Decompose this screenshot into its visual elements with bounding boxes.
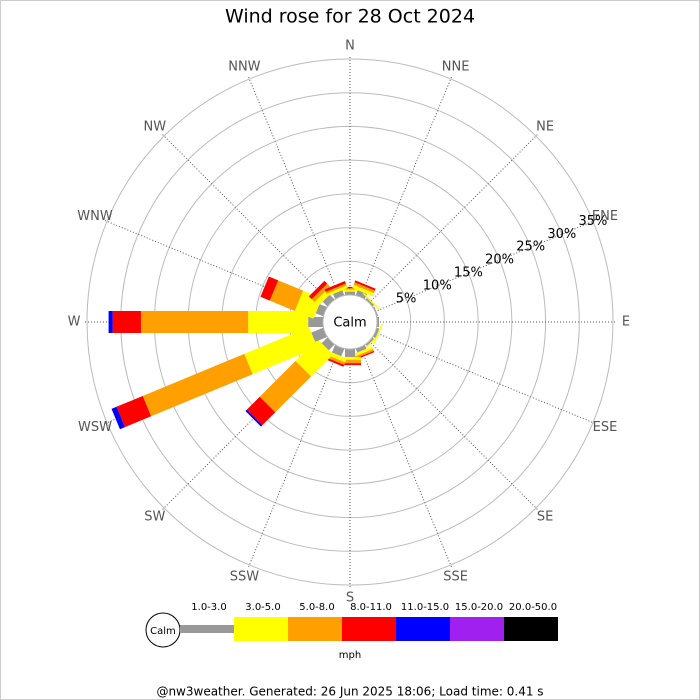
bar-segment [246,396,276,426]
calm-circle [322,294,378,350]
legend-swatch [288,617,342,641]
direction-label: W [68,315,81,330]
legend-swatch [234,617,288,641]
bar-segment [352,348,374,360]
bar-segment [142,353,253,417]
r-tick-label: 35% [579,214,608,229]
bar-segment [269,280,304,311]
bar-segment [345,291,355,295]
direction-label: S [346,591,354,606]
bar-segment [140,311,249,333]
direction-label: WSW [78,420,112,435]
bar-segment [111,406,125,430]
legend-swatch [342,617,396,641]
bar-segment [365,297,375,307]
bar-segment [325,283,347,294]
bar-segment [351,346,374,358]
legend-label: 3.0-5.0 [245,602,280,613]
direction-label: N [345,39,355,54]
spoke [374,219,597,313]
legend-swatch [180,625,234,633]
bar-segment [362,292,380,310]
bar-segment [321,337,335,351]
bar-segment [373,327,380,338]
bar-segment [362,334,380,352]
bar-segment [248,311,309,333]
direction-label: NNE [442,60,470,75]
spoke [368,340,540,512]
bar-segment [355,345,367,353]
direction-label: SW [144,510,165,525]
bar-segment [259,360,312,413]
r-tick-label: 25% [516,240,545,255]
bar-segment [308,280,328,300]
bar-segment [112,311,141,333]
bar-segment [354,280,376,291]
chart-title: Wind rose for 28 Oct 2024 [225,6,475,28]
spoke [247,346,341,569]
bar-segment [352,284,374,297]
calm-label: Calm [333,316,366,331]
footer: @nw3weather. Generated: 26 Jun 2025 18:0… [156,685,543,699]
direction-label: ENE [592,209,618,224]
bar-segment [245,409,263,427]
bar-segment [108,311,113,333]
legend-swatch [396,617,450,641]
spoke [359,75,453,298]
legend-label: 8.0-11.0 [350,602,392,613]
bar-segment [373,306,379,317]
r-tick-label: 10% [423,278,452,293]
legend-swatch [450,617,504,641]
bar-segment [365,337,375,347]
bar-segment [353,282,375,294]
legend-label: 15.0-20.0 [455,602,503,613]
bar-segment [311,283,331,303]
direction-label: NW [144,119,167,134]
r-tick-label: 30% [547,227,576,242]
spoke [359,346,453,569]
direction-label: NE [536,119,554,134]
legend-calm-label: Calm [150,626,176,637]
unit-label: mph [339,650,361,661]
direction-label: SSW [230,569,260,584]
bar-segment [339,289,361,292]
direction-label: WNW [77,209,113,224]
bar-segment [244,327,318,375]
spoke [160,132,332,304]
legend-label: 1.0-3.0 [191,602,226,613]
bar-segment [377,317,380,327]
spoke [374,331,597,425]
direction-label: E [622,315,630,330]
legend-label: 5.0-8.0 [299,602,334,613]
bar-segment [308,317,323,327]
direction-label: SSE [443,569,468,584]
r-tick-label: 5% [396,291,417,306]
r-tick-label: 15% [454,265,483,280]
legend-label: 20.0-50.0 [509,602,557,613]
spoke [368,132,540,304]
bar-segment [260,276,279,301]
grid-ring [86,58,614,586]
r-tick-label: 20% [485,253,514,268]
legend-label: 11.0-15.0 [401,602,449,613]
legend-swatch [504,617,558,641]
direction-label: SE [537,510,553,525]
bar-segment [326,285,348,297]
direction-label: ESE [593,420,618,435]
direction-label: NNW [228,60,260,75]
bar-segment [324,281,346,292]
spoke [247,75,341,298]
bar-segment [355,290,368,299]
bar-segment [116,395,152,428]
bar-segment [295,339,333,377]
bar-segment [345,349,355,358]
bar-segment [322,294,335,307]
bar-segment [311,327,327,342]
bar-segment [332,290,345,299]
